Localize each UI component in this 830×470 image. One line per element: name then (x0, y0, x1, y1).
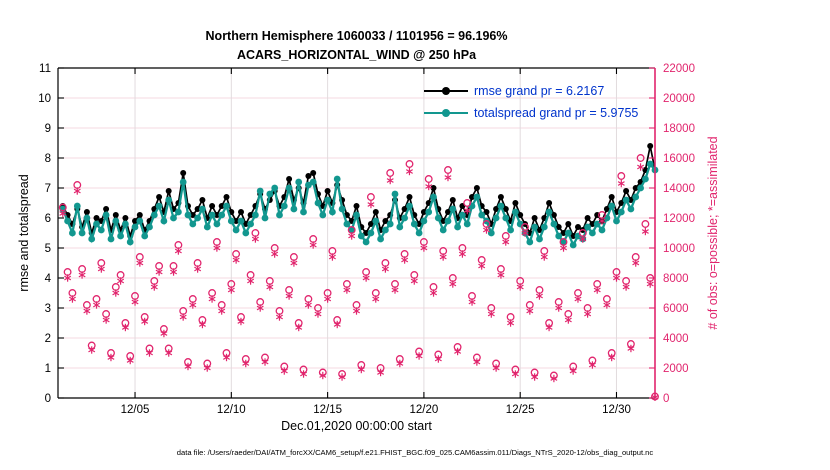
y-axis-label-right: # of obs: o=possible; *=assimilated (706, 136, 720, 330)
tick-label: 16000 (663, 153, 695, 165)
tick-label: 12/25 (506, 404, 535, 416)
tick-label: 4000 (663, 333, 689, 345)
tick-label: 5 (45, 243, 51, 255)
tick-label: 8000 (663, 273, 689, 285)
totalspread-line-sample-icon (424, 108, 468, 118)
legend-label-rmse: rmse grand pr = 6.2167 (474, 84, 605, 98)
tick-label: 0 (45, 393, 51, 405)
tick-label: 12/05 (121, 404, 150, 416)
tick-label: 11 (39, 63, 51, 75)
tick-label: 6000 (663, 303, 689, 315)
tick-label: 12/30 (602, 404, 631, 416)
tick-marks: 0 1 2 3 4 5 6 7 8 9 10 11 0 2000 4000 6000 8000 10000 1200… (38, 63, 695, 416)
rmse-line-sample-icon (424, 86, 468, 96)
tick-label: 12/20 (410, 404, 439, 416)
legend: rmse grand pr = 6.2167 totalspread grand… (424, 80, 638, 124)
chart-title-line1: Northern Hemisphere 1060033 / 1101956 = … (205, 29, 508, 43)
tick-label: 10 (38, 93, 51, 105)
tick-label: 3 (45, 303, 51, 315)
tick-label: 10000 (663, 243, 695, 255)
tick-label: 2000 (663, 363, 689, 375)
tick-label: 12/15 (313, 404, 342, 416)
tick-label: 20000 (663, 93, 695, 105)
tick-label: 18000 (663, 123, 695, 135)
tick-label: 9 (45, 123, 51, 135)
tick-label: 1 (45, 363, 51, 375)
tick-label: 0 (663, 393, 669, 405)
tick-label: 4 (45, 273, 52, 285)
legend-item-totalspread: totalspread grand pr = 5.9755 (424, 102, 638, 124)
legend-label-totalspread: totalspread grand pr = 5.9755 (474, 106, 639, 120)
tick-label: 12000 (663, 213, 695, 225)
axes-box (57, 67, 656, 399)
tick-label: 22000 (663, 63, 695, 75)
tick-label: 14000 (663, 183, 695, 195)
data-file-caption: data file: /Users/raeder/DAI/ATM_forcXX/… (176, 448, 654, 457)
legend-item-rmse: rmse grand pr = 6.2167 (424, 80, 638, 102)
x-axis-label: Dec.01,2020 00:00:00 start (281, 419, 432, 433)
chart-title-line2: ACARS_HORIZONTAL_WIND @ 250 hPa (236, 48, 477, 62)
y-axis-label-left: rmse and totalspread (17, 174, 31, 292)
tick-label: 2 (45, 333, 51, 345)
possible-obs-markers (58, 154, 659, 401)
totalspread-line (59, 160, 659, 249)
tick-label: 8 (45, 153, 51, 165)
tick-label: 6 (45, 213, 51, 225)
assimilated-obs-markers (59, 163, 659, 401)
tick-label: 7 (45, 183, 51, 195)
tick-label: 12/10 (217, 404, 246, 416)
